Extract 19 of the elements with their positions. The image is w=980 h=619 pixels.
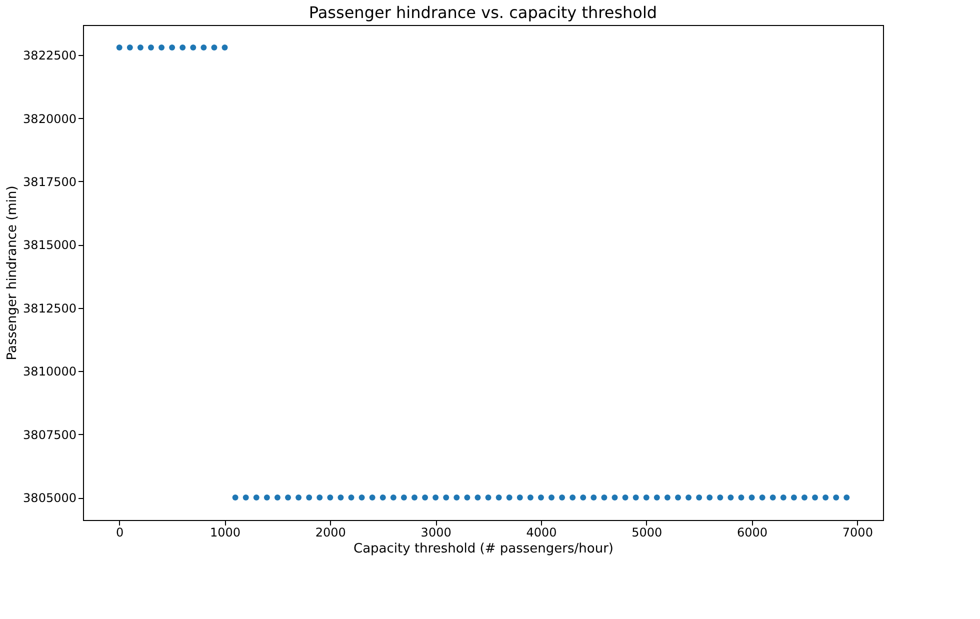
y-tick-label: 3807500 bbox=[23, 428, 76, 442]
x-tick-label: 3000 bbox=[420, 526, 452, 540]
y-tick-label: 3812500 bbox=[23, 301, 76, 316]
x-axis-title: Capacity threshold (# passengers/hour) bbox=[354, 542, 614, 556]
x-tick-label: 4000 bbox=[526, 526, 557, 540]
y-tick-label: 3805000 bbox=[23, 491, 76, 505]
y-tick-label: 3822500 bbox=[23, 48, 76, 63]
y-tick-label: 3817500 bbox=[23, 174, 76, 189]
x-tick-label: 6000 bbox=[737, 526, 768, 540]
y-tick-label: 3820000 bbox=[23, 112, 76, 126]
x-tick-label: 5000 bbox=[632, 526, 662, 540]
chart-title: Passenger hindrance vs. capacity threshold bbox=[308, 3, 658, 22]
x-tick-label: 1000 bbox=[210, 526, 241, 540]
x-tick-label: 7000 bbox=[842, 526, 873, 540]
x-tick-label: 0 bbox=[116, 526, 124, 540]
y-axis-title: Passenger hindrance (min) bbox=[5, 186, 20, 360]
y-tick-label: 3810000 bbox=[23, 364, 76, 379]
y-tick-label: 3815000 bbox=[23, 238, 76, 252]
x-tick-label: 2000 bbox=[315, 526, 346, 540]
